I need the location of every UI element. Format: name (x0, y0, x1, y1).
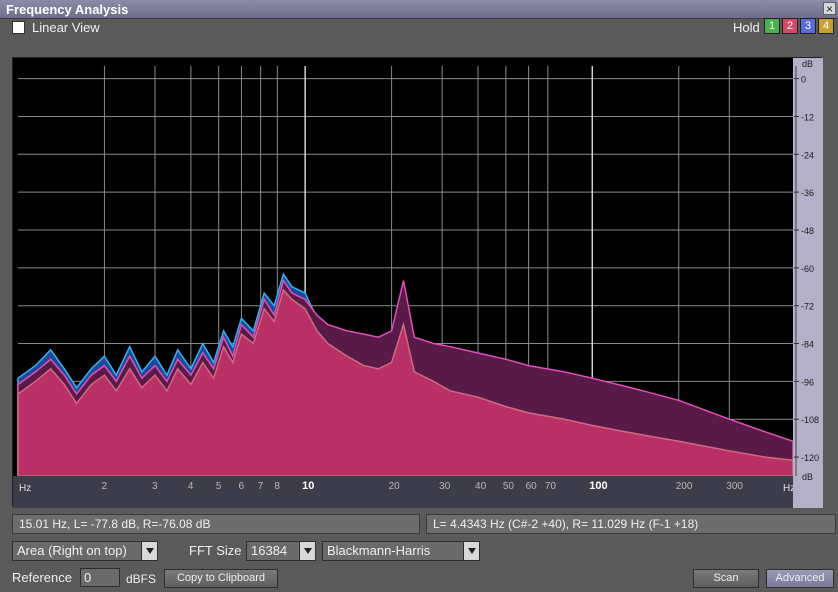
x-tick-label: 4 (188, 481, 194, 492)
x-tick-label: 300 (726, 481, 743, 492)
dbfs-label: dBFS (126, 572, 157, 586)
window-function-select[interactable]: Blackmann-Harris (322, 541, 480, 561)
x-tick-label: 40 (475, 481, 487, 492)
window-title: Frequency Analysis (6, 2, 129, 17)
close-icon[interactable]: × (823, 2, 836, 15)
y-tick-label: -12 (801, 112, 814, 122)
cursor-readout: 15.01 Hz, L= -77.8 dB, R=-76.08 dB (12, 514, 420, 534)
scan-button[interactable]: Scan (693, 569, 759, 588)
chevron-down-icon[interactable] (299, 542, 315, 560)
x-tick-label: 60 (526, 481, 538, 492)
x-axis-strip (13, 476, 823, 508)
reference-input[interactable] (80, 568, 120, 587)
hold-button-2[interactable]: 2 (782, 18, 798, 34)
window-function-value: Blackmann-Harris (327, 543, 431, 558)
x-tick-label: 70 (545, 481, 557, 492)
view-mode-value: Area (Right on top) (17, 543, 127, 558)
x-tick-label: 3 (152, 481, 158, 492)
y-tick-label: -60 (801, 264, 814, 274)
hold-label: Hold (733, 20, 760, 35)
y-tick-label: -84 (801, 340, 814, 350)
x-tick-label: 200 (676, 481, 693, 492)
y-tick-label: -48 (801, 226, 814, 236)
fft-size-select[interactable]: 16384 (246, 541, 316, 561)
y-tick-label: -96 (801, 377, 814, 387)
advanced-button[interactable]: Advanced (766, 569, 834, 588)
x-tick-label: 100 (589, 480, 607, 492)
spectrum-area-3 (17, 288, 794, 477)
hold-button-1[interactable]: 1 (764, 18, 780, 34)
x-tick-label: 8 (274, 481, 280, 492)
y-axis-strip (793, 58, 823, 508)
x-tick-label: 50 (503, 481, 515, 492)
x-tick-label: 6 (238, 481, 244, 492)
chevron-down-icon[interactable] (141, 542, 157, 560)
reference-label: Reference (12, 570, 72, 585)
y-tick-label: -108 (801, 415, 819, 425)
copy-to-clipboard-button[interactable]: Copy to Clipboard (164, 569, 278, 588)
x-tick-label: 5 (216, 481, 222, 492)
x-axis-unit-left: Hz (19, 483, 31, 494)
chevron-down-icon[interactable] (463, 542, 479, 560)
fft-size-value: 16384 (251, 543, 288, 558)
y-tick-label: -72 (801, 302, 814, 312)
x-tick-label: 10 (302, 480, 314, 492)
y-axis-unit-top: dB (802, 59, 813, 69)
linear-view-label: Linear View (32, 20, 100, 35)
x-tick-label: 2 (101, 481, 107, 492)
x-axis-unit-right: Hz (783, 483, 795, 494)
fft-size-label: FFT Size (189, 543, 242, 558)
y-tick-label: -24 (801, 150, 814, 160)
x-tick-label: 7 (258, 481, 264, 492)
hold-button-3[interactable]: 3 (800, 18, 816, 34)
y-tick-label: 0 (801, 75, 806, 85)
peak-readout: L= 4.4343 Hz (C#-2 +40), R= 11.029 Hz (F… (426, 514, 836, 534)
y-tick-label: -120 (801, 453, 819, 463)
y-axis-unit-bottom: dB (802, 472, 813, 482)
x-tick-label: 30 (439, 481, 451, 492)
y-tick-label: -36 (801, 188, 814, 198)
linear-view-checkbox[interactable] (12, 21, 25, 34)
hold-button-4[interactable]: 4 (818, 18, 834, 34)
view-mode-select[interactable]: Area (Right on top) (12, 541, 158, 561)
spectrum-plot[interactable]: Hz Hz 2 3 4 5 6 7 8 10 20 30 40 50 60 70 100 200 300 dB dB 0 -… (12, 57, 823, 508)
title-bar: Frequency Analysis × (0, 0, 838, 19)
x-tick-label: 20 (389, 481, 401, 492)
spectrum-svg: Hz Hz 2 3 4 5 6 7 8 10 20 30 40 50 60 70 100 200 300 dB dB 0 -… (13, 58, 823, 508)
